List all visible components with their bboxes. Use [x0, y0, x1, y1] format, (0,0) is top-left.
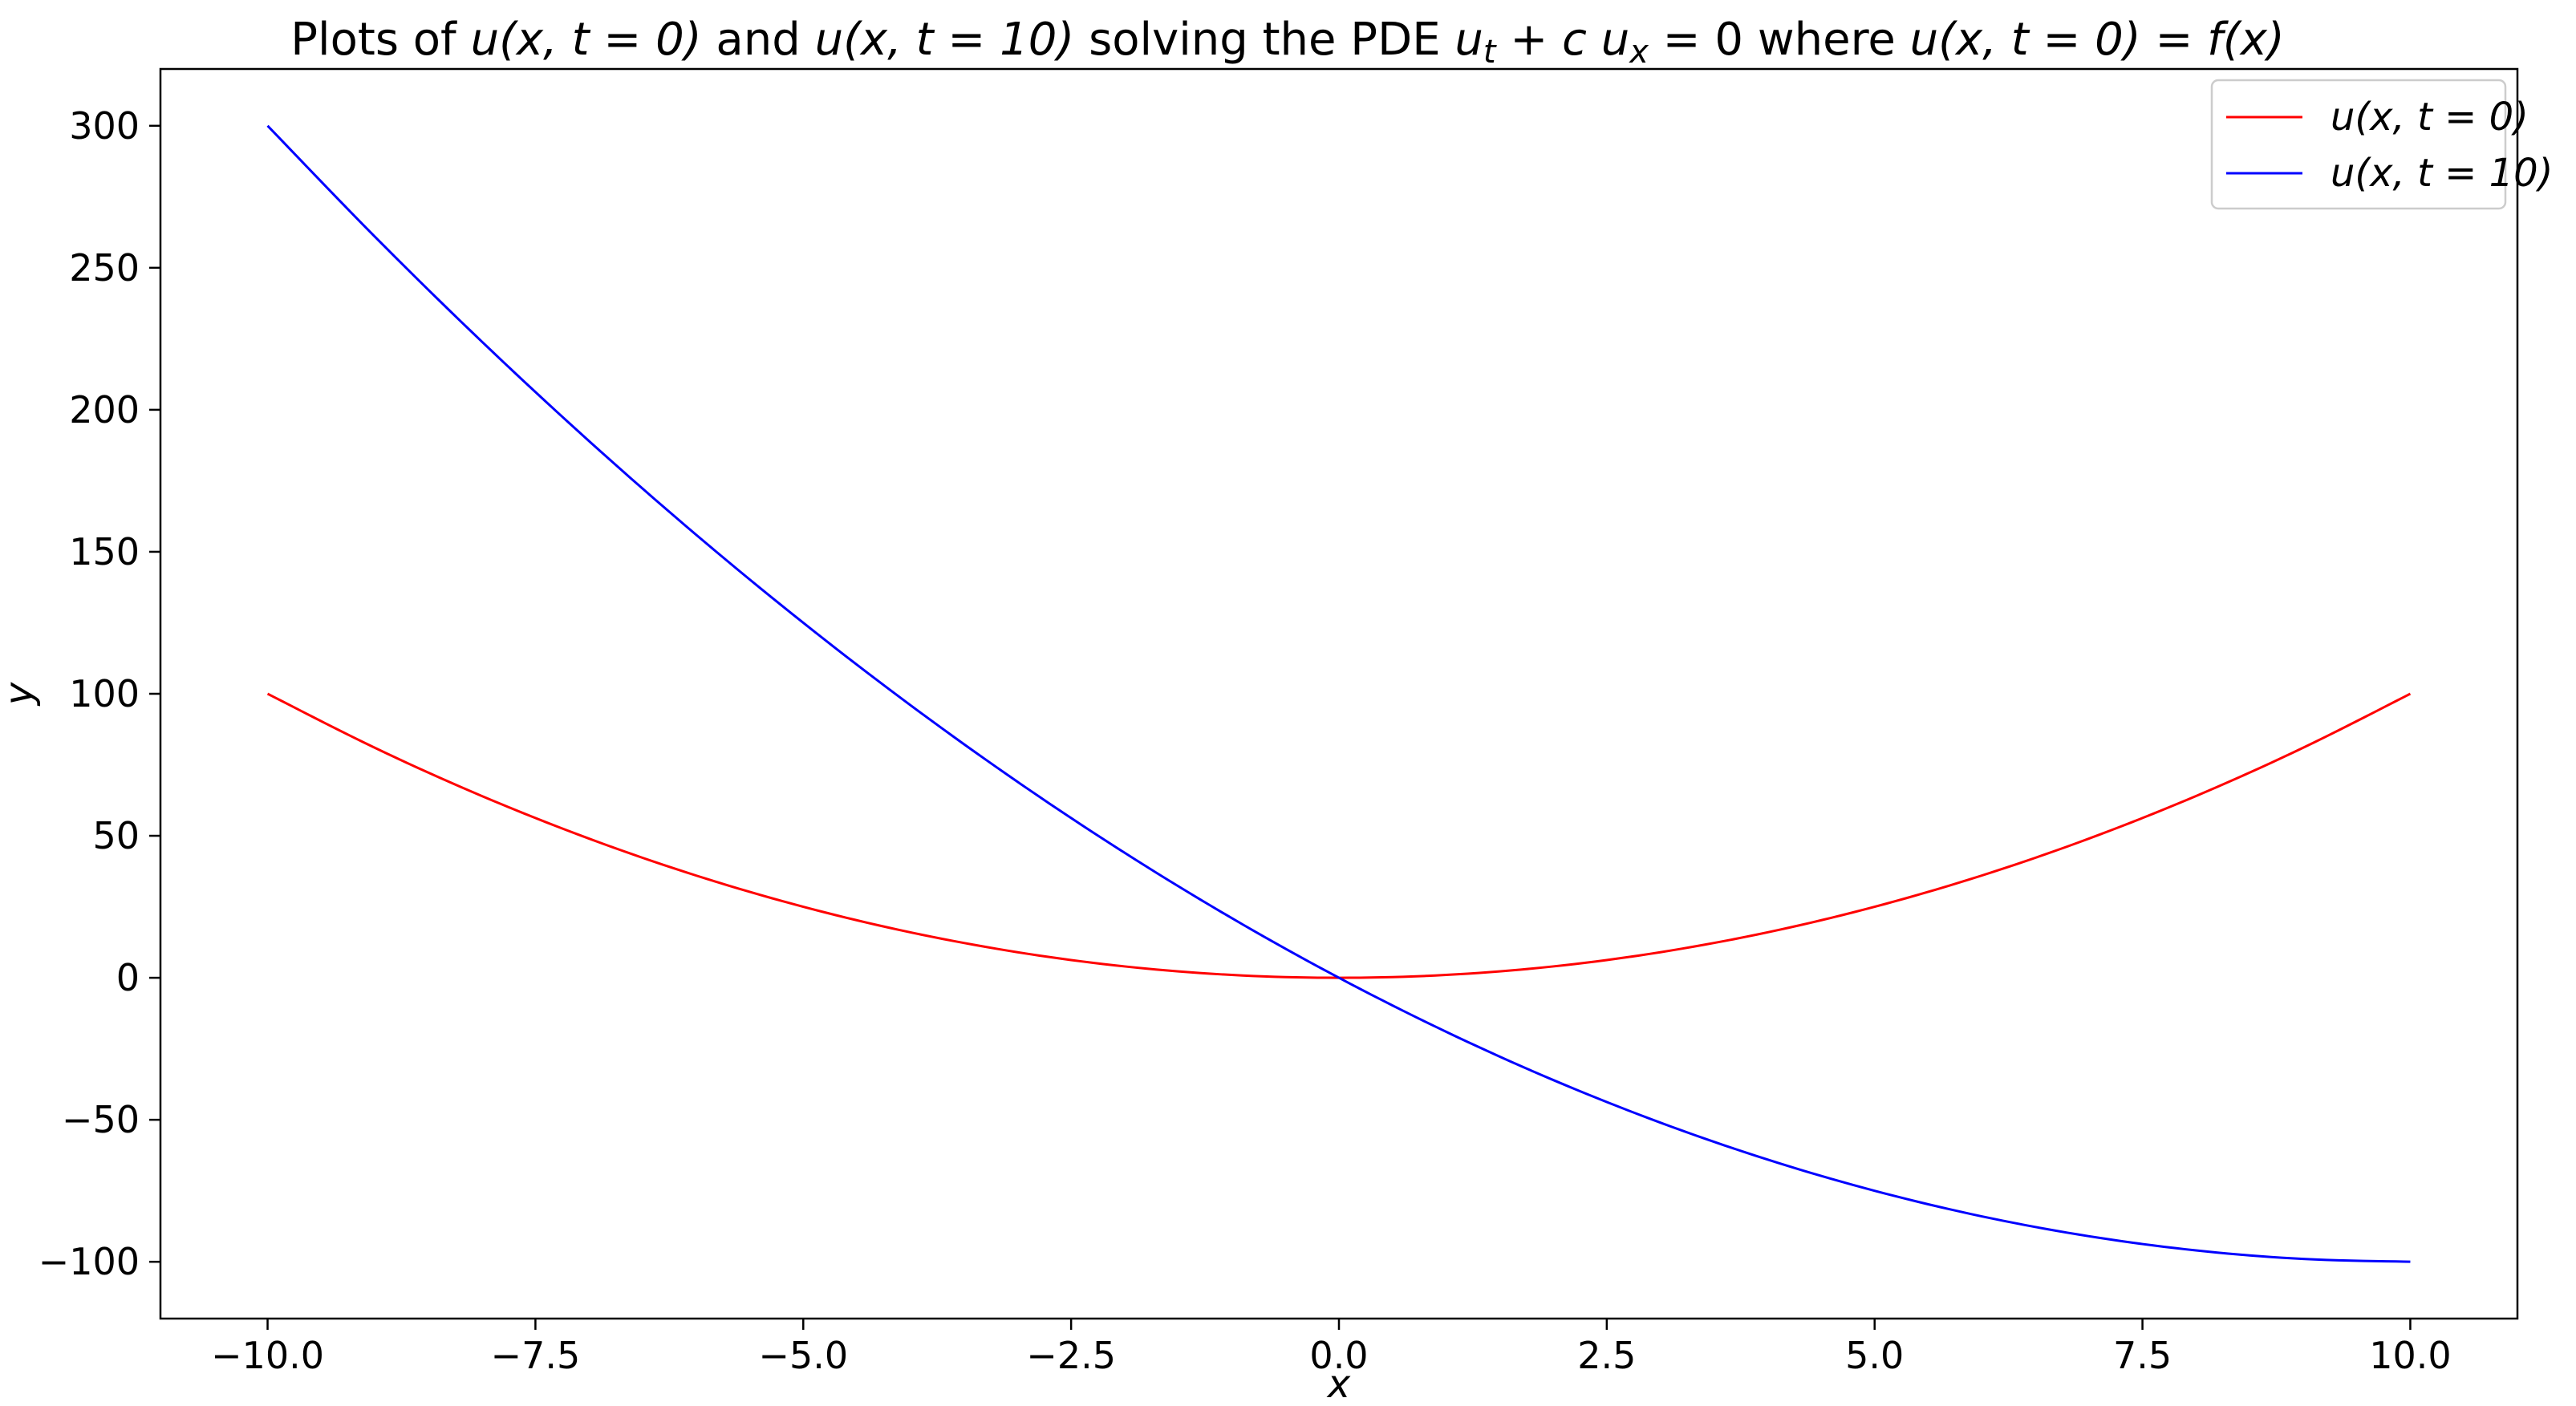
x-tick-label: −10.0 [211, 1334, 324, 1377]
chart-title: Plots of u(x, t = 0) and u(x, t = 10) so… [290, 14, 2284, 71]
y-tick-label: 300 [69, 104, 140, 148]
legend: u(x, t = 0) u(x, t = 10) [2210, 79, 2553, 210]
y-tick-label: 100 [69, 672, 140, 715]
y-tick-label: 0 [116, 956, 140, 999]
y-tick-label: 150 [69, 530, 140, 573]
legend-box [2210, 79, 2507, 210]
series-group [266, 124, 2412, 1263]
series-line-2 [266, 124, 2411, 1263]
y-tick-label: 50 [92, 814, 140, 857]
x-tick-label: 5.0 [1845, 1334, 1904, 1377]
x-tick-label: −5.0 [758, 1334, 848, 1377]
x-tick-label: 7.5 [2113, 1334, 2172, 1377]
y-tick-label: 250 [69, 246, 140, 290]
x-axis-label: x [1326, 1362, 1351, 1406]
y-tick-label: −100 [39, 1240, 140, 1283]
series-line-1 [266, 692, 2412, 979]
plot-frame [159, 67, 2519, 1320]
x-tick-label: 2.5 [1577, 1334, 1636, 1377]
y-axis-label: y [0, 682, 42, 707]
y-tick-label: −50 [62, 1098, 140, 1141]
x-axis-ticks: −10.0 −7.5 −5.0 −2.5 0.0 2.5 5.0 7.5 10.0 [211, 1319, 2452, 1377]
x-tick-label: 10.0 [2369, 1334, 2451, 1377]
legend-label-series-2: u(x, t = 10) [2331, 151, 2553, 196]
x-tick-label: −2.5 [1026, 1334, 1116, 1377]
legend-label-series-1: u(x, t = 0) [2331, 95, 2529, 140]
x-tick-label: 0.0 [1309, 1334, 1368, 1377]
x-tick-label: −7.5 [491, 1334, 581, 1377]
y-tick-label: 200 [69, 388, 140, 432]
y-axis-ticks: −100 −50 0 50 100 150 200 250 300 [39, 104, 160, 1283]
